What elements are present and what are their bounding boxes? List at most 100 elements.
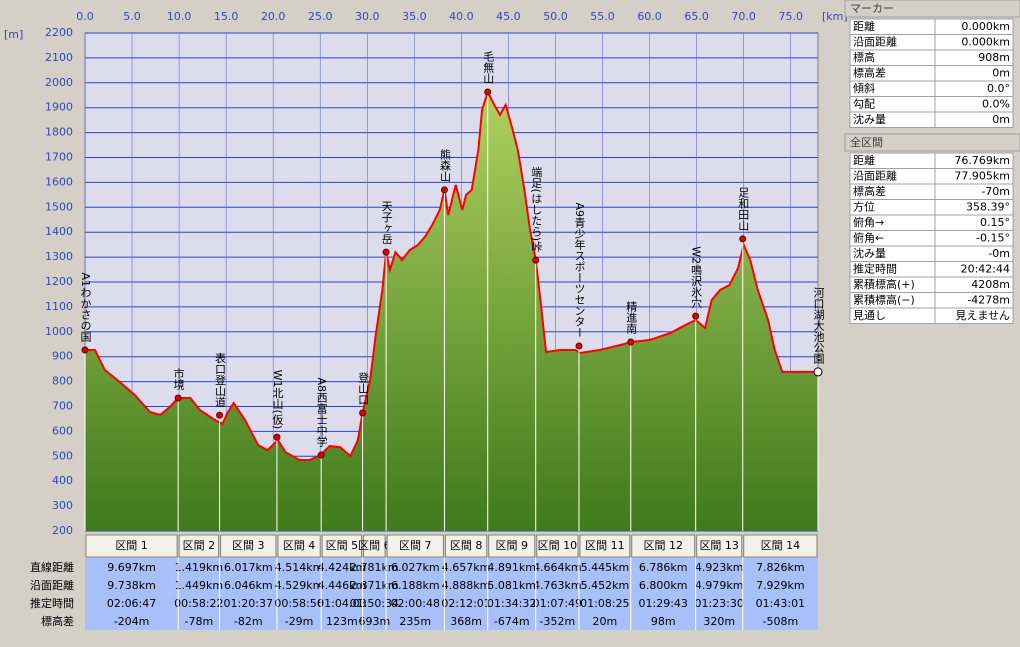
segment-cell: 7.929km (756, 579, 805, 592)
waypoint-label: W1北山(仮) (271, 370, 284, 429)
segment-header[interactable] (178, 534, 220, 558)
y-tick-label: 700 (52, 400, 73, 413)
segment-name: 区間 10 (538, 539, 578, 552)
panel-title: マーカー (850, 2, 894, 15)
segment-cell: -204m (114, 615, 150, 628)
row-label: 沿面距離 (30, 578, 74, 592)
segment-header[interactable] (488, 534, 536, 558)
segment-header[interactable] (536, 534, 579, 558)
y-tick-label: 2000 (45, 76, 73, 89)
segment-header[interactable] (696, 534, 743, 558)
segment-header[interactable] (220, 534, 277, 558)
waypoint-marker (739, 235, 747, 243)
panel-value: 0.000km (961, 20, 1010, 33)
x-tick-label: 50.0 (543, 10, 568, 23)
segment-header[interactable] (579, 534, 631, 558)
segment-cell: 4.923km (695, 561, 744, 574)
segment-cell: 4.657km (442, 561, 491, 574)
segment-name: 区間 13 (699, 539, 739, 552)
x-tick-label: 5.0 (123, 10, 141, 23)
segment-cell: 5.081km (487, 579, 536, 592)
x-tick-label: 65.0 (684, 10, 709, 23)
segment-cell: 5.452km (581, 579, 630, 592)
segment-header[interactable] (386, 534, 444, 558)
panel-label: 標高 (853, 50, 875, 64)
panel-value: 0.000km (961, 36, 1010, 49)
segment-cell: 6.188km (391, 579, 440, 592)
waypoint-marker (484, 88, 492, 96)
segment-cell: 4.514km (275, 561, 324, 574)
panel-label: 推定時間 (853, 262, 897, 276)
panel-value: 0m (992, 113, 1010, 126)
panel-value: -0.15° (976, 232, 1010, 245)
segment-header[interactable] (85, 534, 178, 558)
y-tick-label: 1100 (45, 300, 73, 313)
segment-header[interactable] (444, 534, 488, 558)
waypoint-marker (532, 256, 540, 264)
segment-cell: -508m (763, 615, 799, 628)
y-tick-label: 1700 (45, 151, 73, 164)
segment-cell: 4.424km (318, 561, 367, 574)
segment-cell: -674m (494, 615, 530, 628)
waypoint-label: 毛無山 (482, 51, 495, 84)
waypoint-marker (382, 248, 390, 256)
panel-value: -4278m (967, 294, 1010, 307)
y-tick-label: 900 (52, 350, 73, 363)
segment-cell: 01:23:30 (694, 597, 743, 610)
panel-label: 距離 (853, 153, 875, 167)
segment-name: 区間 12 (643, 539, 683, 552)
segment-header[interactable] (321, 534, 363, 558)
segment-cell: 01:50:34 (350, 597, 399, 610)
y-tick-label: 1400 (45, 225, 73, 238)
segment-header[interactable] (277, 534, 321, 558)
segment-name: 区間 9 (495, 539, 528, 552)
panel-title: 全区間 (850, 135, 883, 149)
panel-label: 傾斜 (853, 81, 875, 95)
panel-label: 累積標高(+) (853, 277, 915, 291)
segment-cell: 4.446km (318, 579, 367, 592)
segment-header[interactable] (363, 534, 386, 558)
panel-label: 標高差 (853, 66, 886, 80)
segment-cell: 01:43:01 (756, 597, 805, 610)
x-tick-label: 60.0 (637, 10, 662, 23)
segment-cell: 4.979km (695, 579, 744, 592)
waypoint-label: 足和田山 (737, 187, 750, 231)
y-tick-label: 2100 (45, 51, 73, 64)
y-unit: [m] (4, 28, 23, 41)
y-tick-label: 600 (52, 424, 73, 437)
waypoint-label: A1わかさの国 (79, 272, 92, 342)
segment-cell: -78m (185, 615, 214, 628)
panel-value: 0.15° (980, 216, 1010, 229)
segment-cell: 4.888km (442, 579, 491, 592)
panel-label: 勾配 (853, 98, 875, 111)
segment-cell: 9.697km (107, 561, 156, 574)
waypoint-marker (359, 409, 367, 417)
waypoint-label: 登山口 (357, 371, 370, 405)
panel-value: 0.0% (982, 98, 1010, 111)
y-tick-label: 1600 (45, 175, 73, 188)
x-tick-label: 20.0 (261, 10, 286, 23)
panel-header (844, 0, 1020, 18)
segment-cell: 02:06:47 (107, 597, 156, 610)
row-label: 推定時間 (30, 596, 74, 610)
panel-value: 見えません (955, 309, 1010, 322)
panel-label: 沿面距離 (853, 169, 897, 183)
waypoint-marker (627, 338, 635, 346)
panel-value-cell (934, 111, 1014, 128)
x-tick-label: 70.0 (731, 10, 756, 23)
segment-header[interactable] (631, 534, 696, 558)
segment-cell: 00:58:22 (174, 597, 223, 610)
panel-value: 358.39° (966, 201, 1010, 214)
panel-label: 見通し (853, 309, 886, 322)
waypoint-marker (317, 451, 325, 459)
segment-header[interactable] (743, 534, 818, 558)
segment-cell: 20m (593, 615, 618, 628)
segment-name: 区間 3 (232, 539, 265, 552)
segment-cell: 4.763km (533, 579, 582, 592)
segment-cell: 02:12:01 (441, 597, 490, 610)
waypoint-label: A9青少年スポーツセンター (573, 202, 586, 338)
row-label: 直線距離 (30, 560, 74, 574)
segment-cell: 235m (399, 615, 431, 628)
y-tick-label: 500 (52, 449, 73, 462)
panel-value: 0.0° (987, 82, 1010, 95)
